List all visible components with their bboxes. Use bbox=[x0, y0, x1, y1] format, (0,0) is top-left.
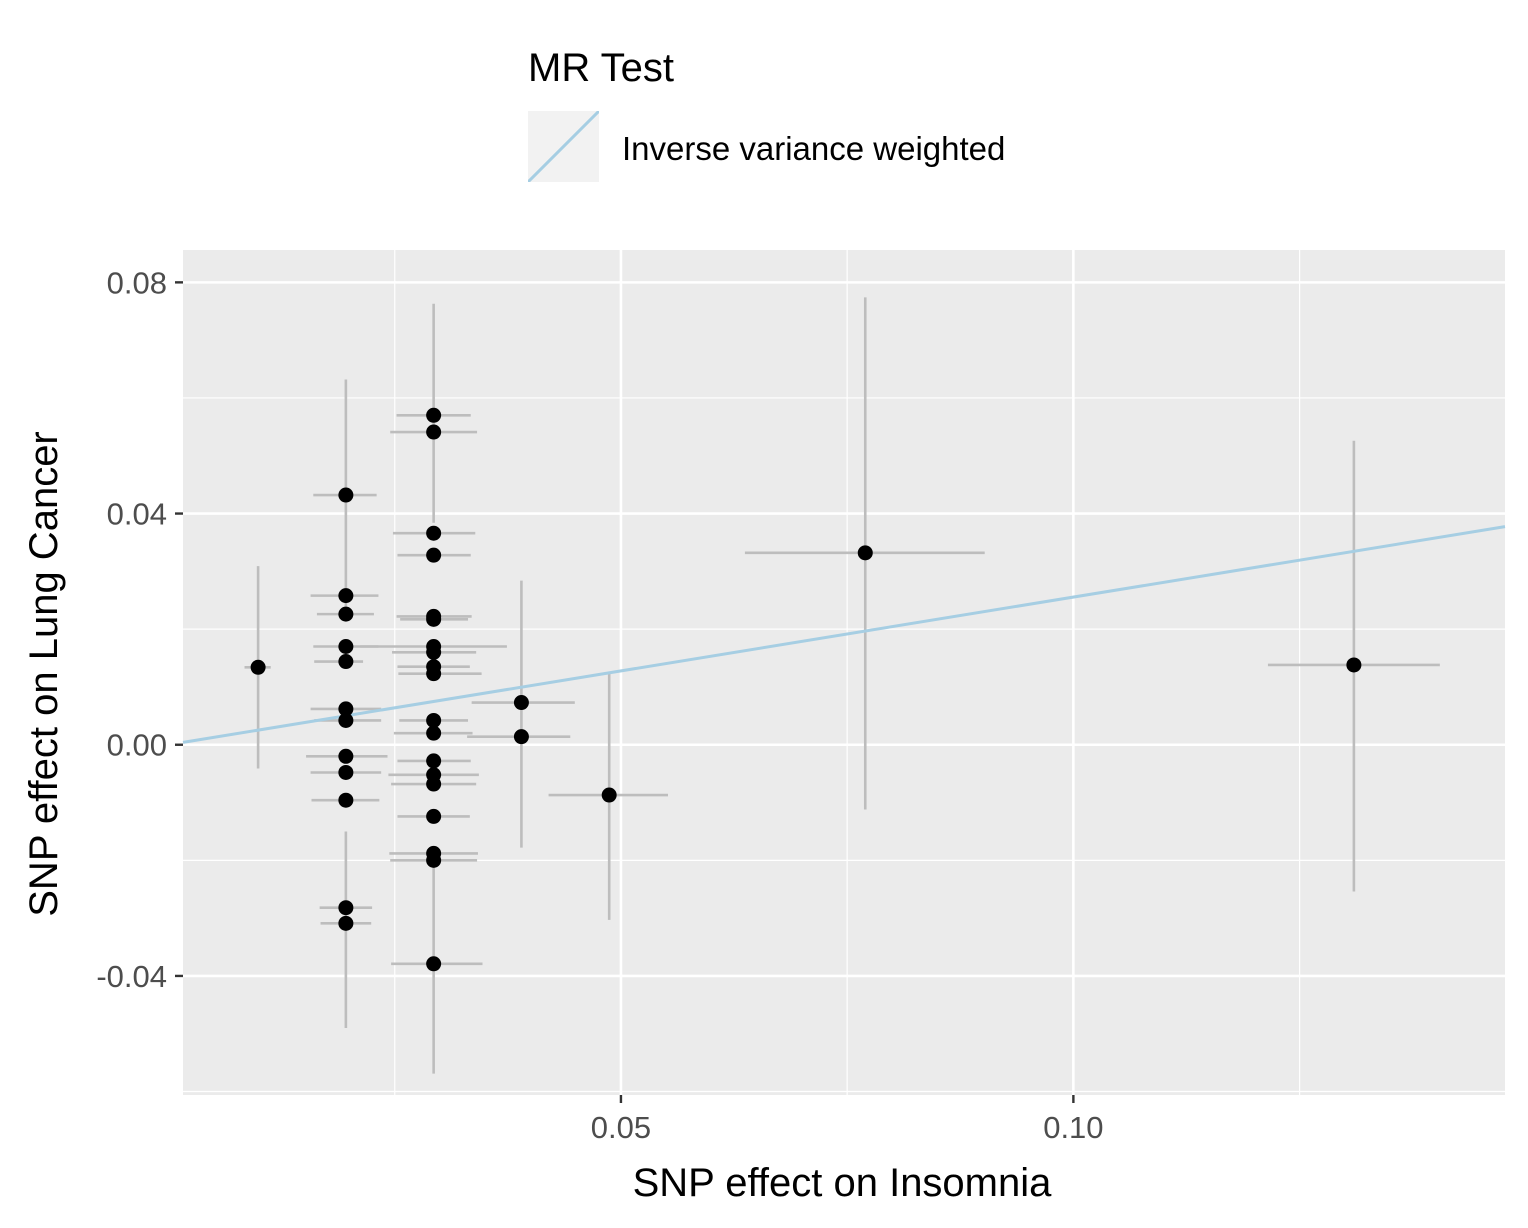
y-tick-label: 0.04 bbox=[107, 497, 167, 532]
data-point bbox=[513, 695, 529, 711]
y-tick-label: -0.04 bbox=[96, 959, 167, 994]
data-point bbox=[338, 748, 354, 764]
data-point bbox=[338, 792, 354, 808]
plot-panel bbox=[183, 250, 1505, 1095]
data-point bbox=[338, 712, 354, 728]
data-point bbox=[338, 701, 354, 717]
data-point bbox=[426, 547, 442, 563]
legend-line-icon bbox=[526, 109, 601, 184]
x-axis: 0.05 0.10 bbox=[591, 1095, 1104, 1145]
data-point bbox=[250, 659, 266, 675]
data-point bbox=[338, 654, 354, 670]
legend-label-ivw: Inverse variance weighted bbox=[622, 130, 1006, 167]
data-point bbox=[426, 808, 442, 824]
data-point bbox=[426, 666, 442, 682]
y-tick-label: 0.08 bbox=[107, 265, 167, 300]
legend-title: MR Test bbox=[528, 46, 674, 90]
x-axis-label: SNP effect on Insomnia bbox=[633, 1161, 1053, 1205]
data-point bbox=[857, 545, 873, 561]
data-point bbox=[426, 644, 442, 660]
data-point bbox=[338, 764, 354, 780]
data-point bbox=[426, 776, 442, 792]
data-point bbox=[513, 729, 529, 745]
data-point bbox=[338, 900, 354, 916]
x-tick-label: 0.05 bbox=[591, 1110, 651, 1145]
y-axis: -0.04 0.00 0.04 0.08 bbox=[96, 265, 183, 994]
legend-key-ivw bbox=[526, 109, 601, 184]
data-point bbox=[426, 424, 442, 440]
major-gridlines bbox=[183, 250, 1505, 1095]
data-point bbox=[1346, 657, 1362, 673]
data-point bbox=[426, 712, 442, 728]
data-point bbox=[601, 787, 617, 803]
data-point bbox=[338, 638, 354, 654]
y-tick-label: 0.00 bbox=[107, 728, 167, 763]
data-point bbox=[426, 725, 442, 741]
data-point bbox=[426, 956, 442, 972]
data-points bbox=[250, 407, 1362, 972]
data-point bbox=[426, 852, 442, 868]
x-tick-label: 0.10 bbox=[1043, 1110, 1103, 1145]
data-point bbox=[338, 915, 354, 931]
y-axis-label: SNP effect on Lung Cancer bbox=[22, 431, 66, 917]
data-point bbox=[426, 611, 442, 627]
ivw-regression-line bbox=[182, 525, 1506, 744]
data-point bbox=[426, 525, 442, 541]
regression-lines bbox=[182, 525, 1506, 744]
data-point bbox=[338, 606, 354, 622]
data-point bbox=[338, 588, 354, 604]
data-point bbox=[426, 753, 442, 769]
data-point bbox=[426, 407, 442, 423]
data-point bbox=[338, 487, 354, 503]
